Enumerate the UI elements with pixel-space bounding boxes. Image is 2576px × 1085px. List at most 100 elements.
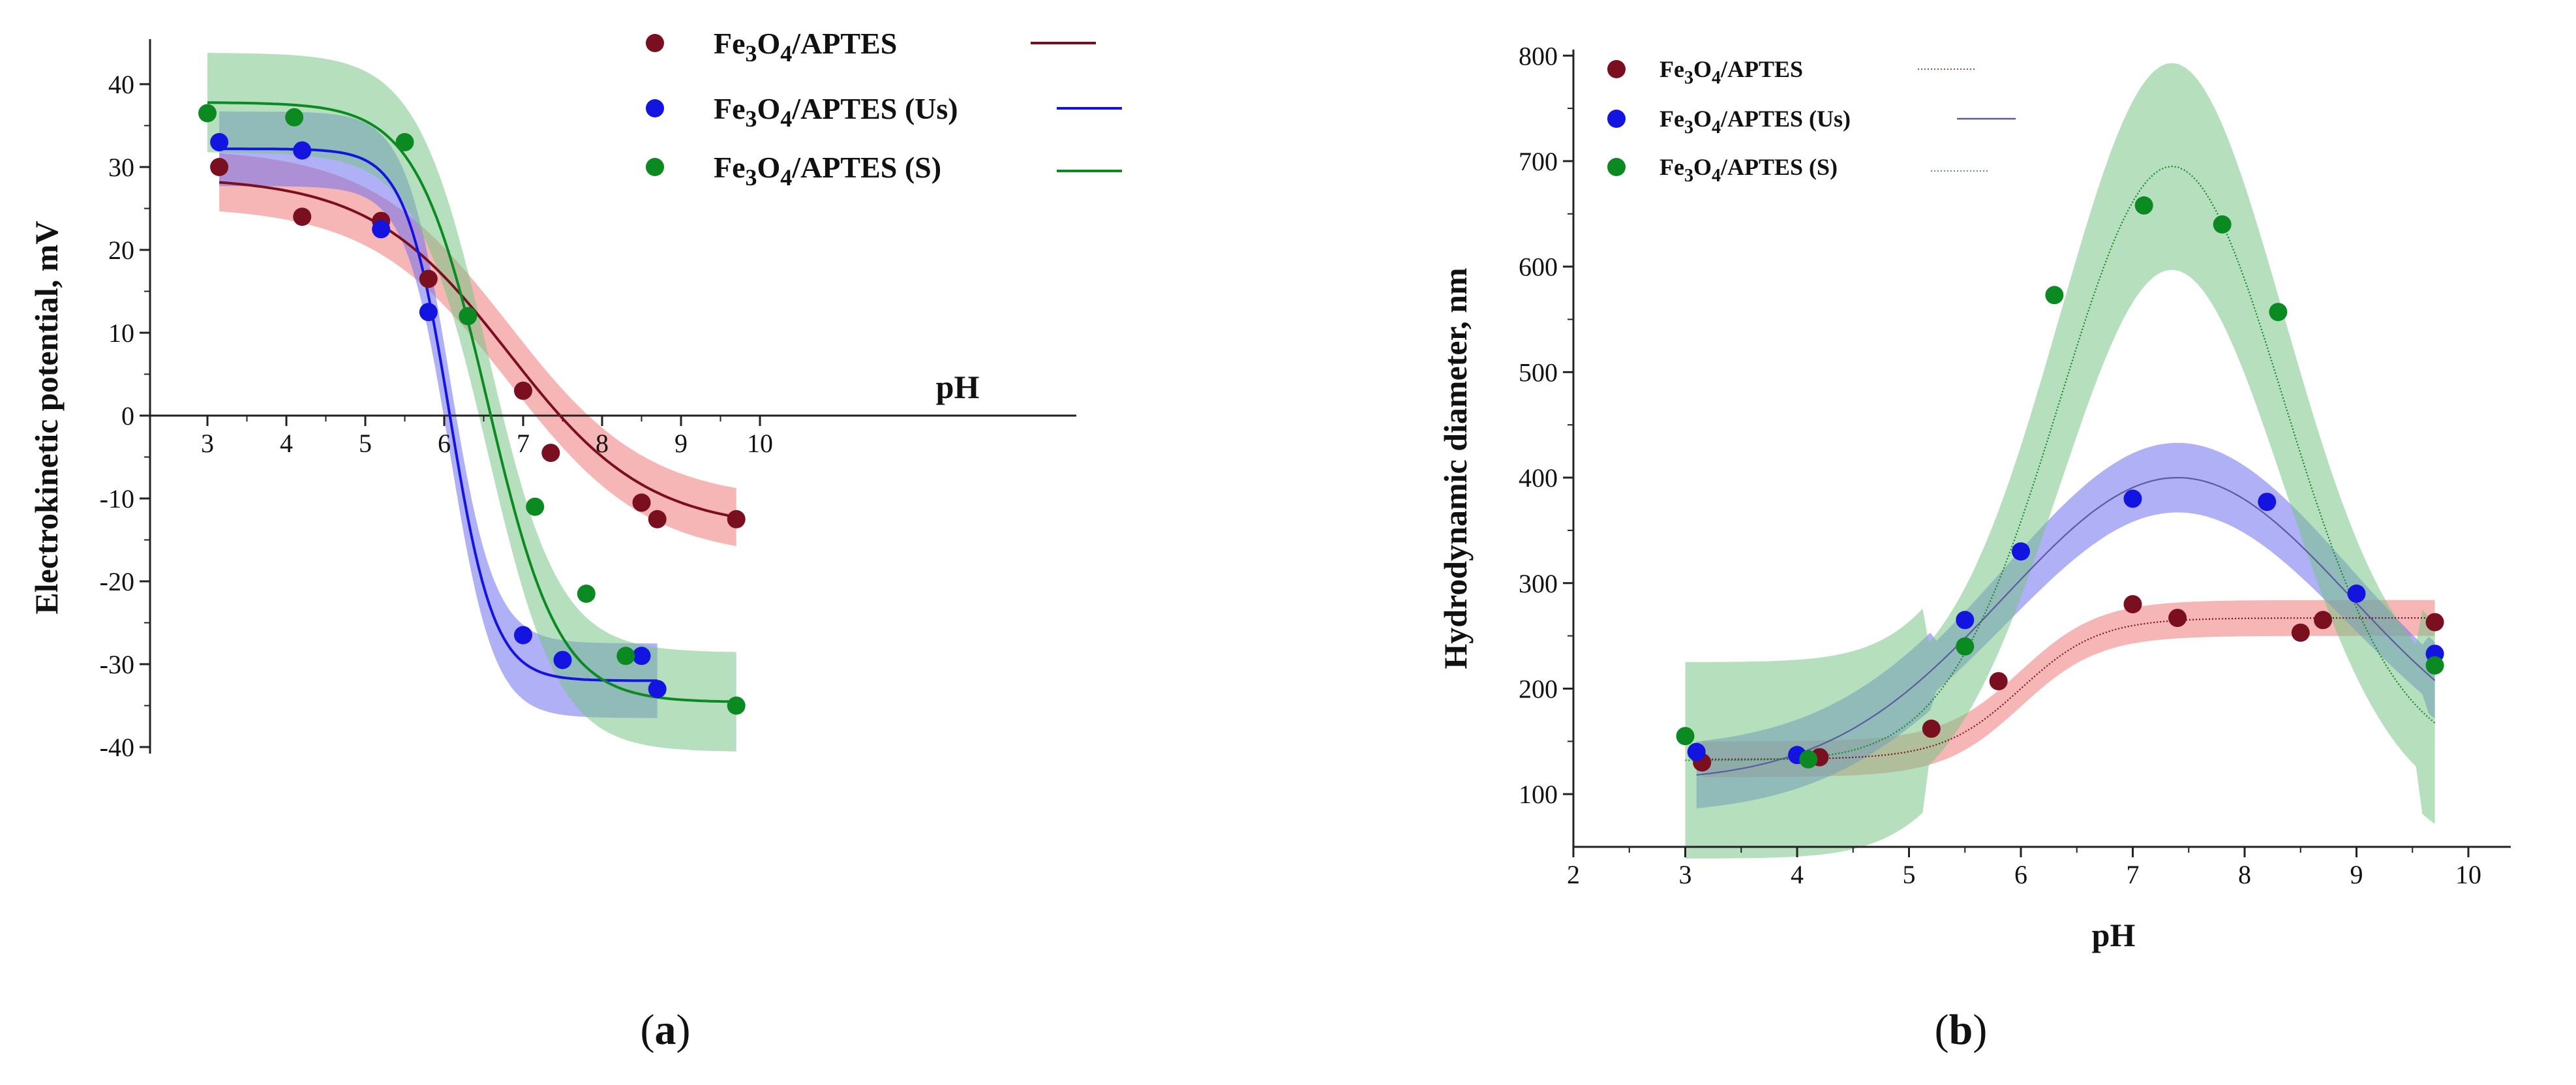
panel-a-y-tick-label: 40 xyxy=(108,70,134,99)
panel-b-point-series-2 xyxy=(2347,584,2366,603)
panel-a-point-series-2 xyxy=(632,647,651,665)
panel-b-legend-marker-2 xyxy=(1607,110,1626,128)
panel-b-point-series-2 xyxy=(1687,742,1706,761)
panel-b-x-axis-label: pH xyxy=(2092,917,2136,953)
panel-a-legend: Fe3O4/APTES Fe3O4/APTES (Us) Fe3O4/APTES… xyxy=(646,27,1122,191)
panel-a-fit-series-2 xyxy=(219,147,658,682)
panel-a-y-tick-label: -20 xyxy=(100,567,134,596)
panel-a-point-series-3 xyxy=(285,108,304,127)
panel-a-point-series-3 xyxy=(526,497,545,516)
panel-b-point-series-3 xyxy=(2134,196,2153,215)
panel-a-fit-series-1 xyxy=(219,181,737,519)
panel-a-axes: 3 4 5 6 7 8 9 10 -40 -30 -20 -10 0 10 20 30 40 xyxy=(100,39,1076,762)
panel-b-y-tick-label: 500 xyxy=(1519,358,1558,387)
panel-a-x-tick-label: 10 xyxy=(747,429,773,458)
panel-a-y-tick-label: -30 xyxy=(100,650,134,679)
panel-a-x-tick-label: 5 xyxy=(359,429,372,458)
panel-b-x-tick-label: 5 xyxy=(1903,860,1916,889)
panel-b-legend: Fe3O4/APTES Fe3O4/APTES (Us) Fe3O4/APTES… xyxy=(1607,56,2016,186)
panel-b-x-tick-label: 7 xyxy=(2127,860,2140,889)
panel-b-x-tick-label: 4 xyxy=(1791,860,1804,889)
panel-a-point-series-3 xyxy=(616,647,635,665)
panel-a-point-series-3 xyxy=(459,307,477,326)
panel-b-point-series-2 xyxy=(1956,611,1975,630)
panel-a-x-tick-label: 4 xyxy=(280,429,293,458)
panel-b-point-series-2 xyxy=(2012,542,2030,561)
panel-b-point-series-1 xyxy=(1989,672,2008,691)
panel-b-y-tick-label: 100 xyxy=(1519,780,1558,809)
panel-a-point-series-1 xyxy=(419,269,438,288)
panel-a-point-series-1 xyxy=(632,493,651,512)
panel-a-y-tick-label: 0 xyxy=(121,401,134,431)
panel-a-point-series-3 xyxy=(727,696,746,715)
panel-b-y-tick-label: 800 xyxy=(1519,41,1558,70)
panel-b-chart: 2 3 4 5 6 7 8 9 10 100 200 300 400 500 600 700 800 pH Hy… xyxy=(1437,41,2511,1054)
panel-b-label: (b) xyxy=(1935,1006,1988,1054)
panel-b-legend-item-1: Fe3O4/APTES xyxy=(1607,56,1977,88)
panel-b-confidence-bands xyxy=(1685,63,2435,859)
panel-a-x-tick-label: 8 xyxy=(596,429,609,458)
panel-b-point-series-3 xyxy=(1676,727,1695,746)
panel-b-y-axis-label: Hydrodynamic diameter, nm xyxy=(1437,267,1474,669)
panel-a-point-series-1 xyxy=(210,158,229,176)
panel-a-legend-item-2: Fe3O4/APTES (Us) xyxy=(646,92,1122,132)
panel-b-data-points xyxy=(1676,196,2444,772)
panel-a-legend-item-3: Fe3O4/APTES (S) xyxy=(646,151,1122,191)
panel-a-legend-label-3: Fe3O4/APTES (S) xyxy=(714,151,941,191)
panel-a-label: (a) xyxy=(641,1006,691,1054)
panel-b-legend-item-2: Fe3O4/APTES (Us) xyxy=(1607,106,2016,138)
panel-b-x-tick-label: 9 xyxy=(2350,860,2363,889)
panel-b-x-tick-label: 8 xyxy=(2238,860,2251,889)
panel-a-fit-series-3 xyxy=(207,101,736,703)
panel-a-legend-marker-1 xyxy=(646,34,664,52)
panel-a-legend-marker-3 xyxy=(646,158,664,176)
panel-a-point-series-1 xyxy=(293,207,312,226)
panel-b-point-series-3 xyxy=(1799,750,1818,769)
panel-a-fit-curves xyxy=(207,101,737,703)
panel-b-point-series-1 xyxy=(2425,613,2444,632)
panel-b-point-series-3 xyxy=(2045,286,2064,305)
panel-b-x-tick-label: 3 xyxy=(1679,860,1692,889)
panel-a-point-series-3 xyxy=(198,104,217,123)
panel-b-x-tick-label: 10 xyxy=(2455,860,2481,889)
panel-b-y-tick-label: 200 xyxy=(1519,674,1558,703)
panel-b-point-series-1 xyxy=(2291,623,2310,642)
panel-b-axes: 2 3 4 5 6 7 8 9 10 100 200 300 400 500 600 700 800 xyxy=(1519,41,2511,889)
panel-b-y-tick-label: 400 xyxy=(1519,463,1558,493)
panel-a-y-tick-label: 30 xyxy=(108,153,134,182)
panel-a-point-series-2 xyxy=(648,680,667,699)
panel-a-point-series-2 xyxy=(419,303,438,322)
panel-b-legend-label-3: Fe3O4/APTES (S) xyxy=(1659,154,1838,186)
panel-a-band-series-3 xyxy=(207,53,736,752)
panel-a-y-tick-label: 10 xyxy=(108,318,134,348)
panel-a-point-series-3 xyxy=(577,585,596,603)
panel-a-y-axis-label: Electrokinetic potential, mV xyxy=(28,221,65,614)
panel-a-x-tick-label: 7 xyxy=(517,429,530,458)
panel-a-point-series-1 xyxy=(541,444,560,463)
panel-b-band-series-3 xyxy=(1685,63,2435,859)
panel-a-confidence-bands xyxy=(207,53,736,752)
panel-b-point-series-1 xyxy=(1922,719,1941,738)
panel-a-chart: 3 4 5 6 7 8 9 10 -40 -30 -20 -10 0 10 20 30 40 pH Electr… xyxy=(28,27,1122,1054)
panel-a-x-tick-label: 3 xyxy=(201,429,214,458)
panel-a-y-tick-label: -10 xyxy=(100,484,134,513)
panel-b-point-series-3 xyxy=(2213,215,2232,234)
panel-b-point-series-3 xyxy=(1956,637,1975,656)
panel-a-point-series-2 xyxy=(514,626,532,645)
panel-b-point-series-2 xyxy=(2258,493,2277,512)
panel-a-point-series-1 xyxy=(648,510,667,528)
panel-a-point-series-1 xyxy=(727,510,746,528)
panel-b-legend-label-1: Fe3O4/APTES xyxy=(1659,56,1803,88)
panel-b-legend-item-3: Fe3O4/APTES (S) xyxy=(1607,154,1990,186)
panel-a-point-series-1 xyxy=(514,381,532,400)
panel-b-x-tick-label: 2 xyxy=(1567,860,1580,889)
panel-b-point-series-1 xyxy=(2314,611,2333,630)
panel-b-point-series-1 xyxy=(2123,595,2142,614)
panel-a-point-series-3 xyxy=(395,132,414,151)
panel-b-legend-marker-1 xyxy=(1607,60,1626,78)
panel-a-x-tick-label: 6 xyxy=(438,429,451,458)
panel-a-y-tick-label: -40 xyxy=(100,733,134,762)
panel-a-legend-label-2: Fe3O4/APTES (Us) xyxy=(714,92,958,132)
panel-b-point-series-3 xyxy=(2425,656,2444,675)
panel-b-point-series-1 xyxy=(2168,609,2187,628)
